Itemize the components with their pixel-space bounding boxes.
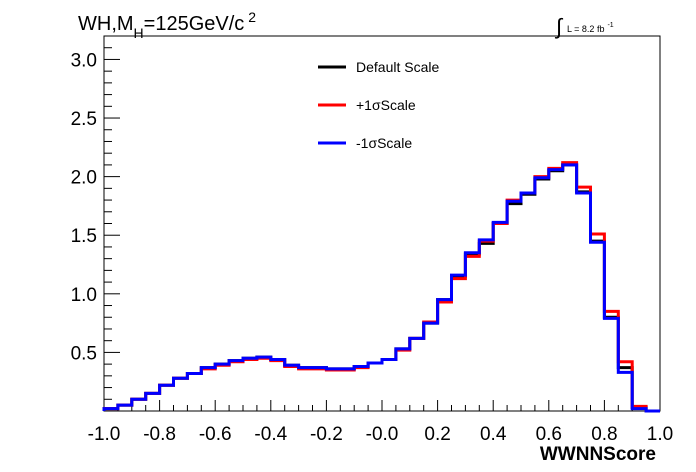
x-tick-label: -0.4 — [254, 424, 287, 445]
x-axis-ticks — [103, 400, 661, 411]
y-tick-label: 1.0 — [71, 285, 97, 306]
luminosity-annotation: ∫ L = 8.2 fb -1 — [554, 14, 614, 39]
legend-entry-label: -1σScale — [356, 135, 412, 151]
chart-title: WH,MH=125GeV/c 2 — [78, 9, 256, 41]
x-tick-label: -0.8 — [143, 424, 176, 445]
x-tick-label: 0.2 — [424, 424, 450, 445]
x-tick-label: 1.0 — [647, 424, 673, 445]
y-tick-label: 0.5 — [71, 343, 97, 364]
x-tick-label: 0.4 — [480, 424, 507, 445]
x-axis-label: WWNNScore — [540, 444, 656, 465]
legend: Default Scale +1σScale -1σScale — [318, 59, 439, 151]
x-tick-label: 0.6 — [536, 424, 562, 445]
x-tick-label: 0.8 — [591, 424, 617, 445]
luminosity-label: L = 8.2 fb -1 — [567, 22, 614, 34]
x-tick-label: -0.6 — [199, 424, 232, 445]
x-tick-label: -1.0 — [88, 424, 121, 445]
series-lines — [102, 161, 660, 413]
y-axis-tick-labels: 0.5 1.0 1.5 2.0 2.5 3.0 — [71, 50, 97, 364]
integral-symbol: ∫ — [554, 14, 564, 39]
y-tick-label: 2.5 — [71, 109, 97, 130]
legend-entry-label: +1σScale — [356, 97, 416, 113]
legend-entry-label: Default Scale — [356, 59, 439, 75]
y-tick-label: 2.0 — [71, 168, 97, 189]
series-line-3 — [102, 163, 660, 413]
y-tick-label: 1.5 — [71, 226, 97, 247]
y-tick-label: 3.0 — [71, 50, 97, 71]
x-tick-label: -0.2 — [310, 424, 343, 445]
y-axis-ticks — [104, 35, 120, 400]
x-tick-label: -0.0 — [366, 424, 399, 445]
x-axis-tick-labels: -1.0 -0.8 -0.6 -0.4 -0.2 -0.0 0.2 0.4 0.6 0.8 1.0 — [88, 424, 674, 445]
